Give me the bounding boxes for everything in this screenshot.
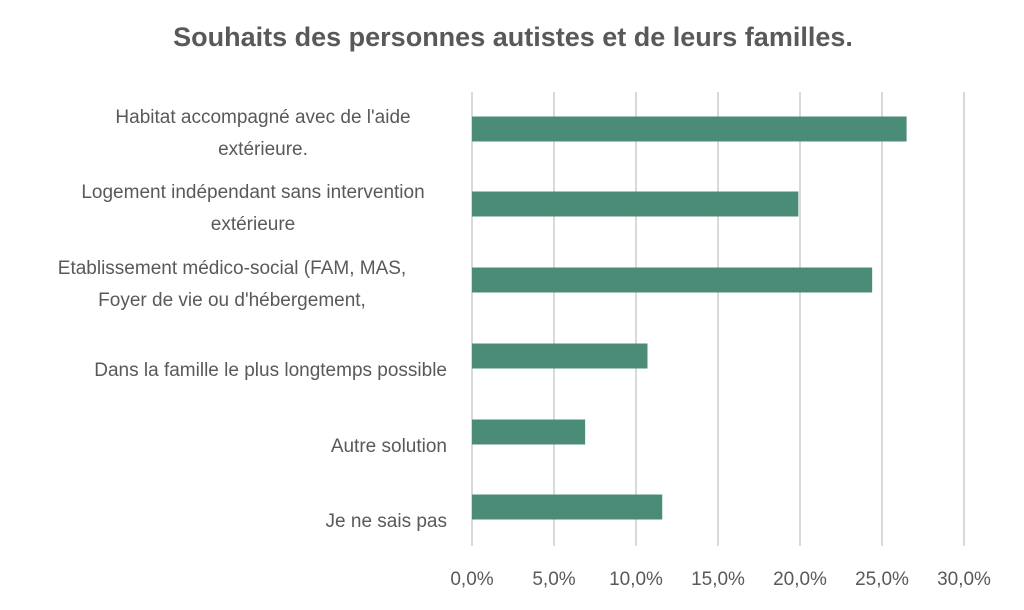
bar bbox=[472, 116, 907, 142]
bars bbox=[472, 116, 907, 520]
bar bbox=[472, 191, 799, 217]
category-label: Etablissement médico-social (FAM, MAS, bbox=[58, 258, 406, 279]
x-tick-label: 20,0% bbox=[773, 569, 827, 590]
category-label: Autre solution bbox=[331, 436, 447, 457]
bar bbox=[472, 343, 648, 369]
x-tick-label: 0,0% bbox=[450, 569, 493, 590]
category-label: Je ne sais pas bbox=[326, 511, 447, 532]
category-label: Dans la famille le plus longtemps possib… bbox=[94, 360, 447, 381]
category-label: extérieure bbox=[211, 214, 296, 235]
x-tick-label: 25,0% bbox=[855, 569, 909, 590]
x-tick-label: 10,0% bbox=[609, 569, 663, 590]
bar bbox=[472, 267, 873, 293]
category-label: Habitat accompagné avec de l'aide bbox=[115, 107, 410, 128]
category-labels: Habitat accompagné avec de l'aide extérie… bbox=[58, 107, 447, 532]
x-tick-label: 5,0% bbox=[532, 569, 575, 590]
bar bbox=[472, 419, 586, 445]
bar bbox=[472, 494, 663, 520]
x-tick-label: 30,0% bbox=[937, 569, 991, 590]
category-label: extérieure. bbox=[218, 139, 308, 160]
chart-title: Souhaits des personnes autistes et de le… bbox=[173, 22, 853, 52]
x-axis-tick-labels: 0,0% 5,0% 10,0% 15,0% 20,0% 25,0% 30,0% bbox=[450, 569, 991, 590]
category-label: Logement indépendant sans intervention bbox=[81, 182, 424, 203]
gridlines bbox=[471, 92, 965, 546]
x-tick-label: 15,0% bbox=[691, 569, 745, 590]
category-label: Foyer de vie ou d'hébergement, bbox=[98, 290, 366, 311]
